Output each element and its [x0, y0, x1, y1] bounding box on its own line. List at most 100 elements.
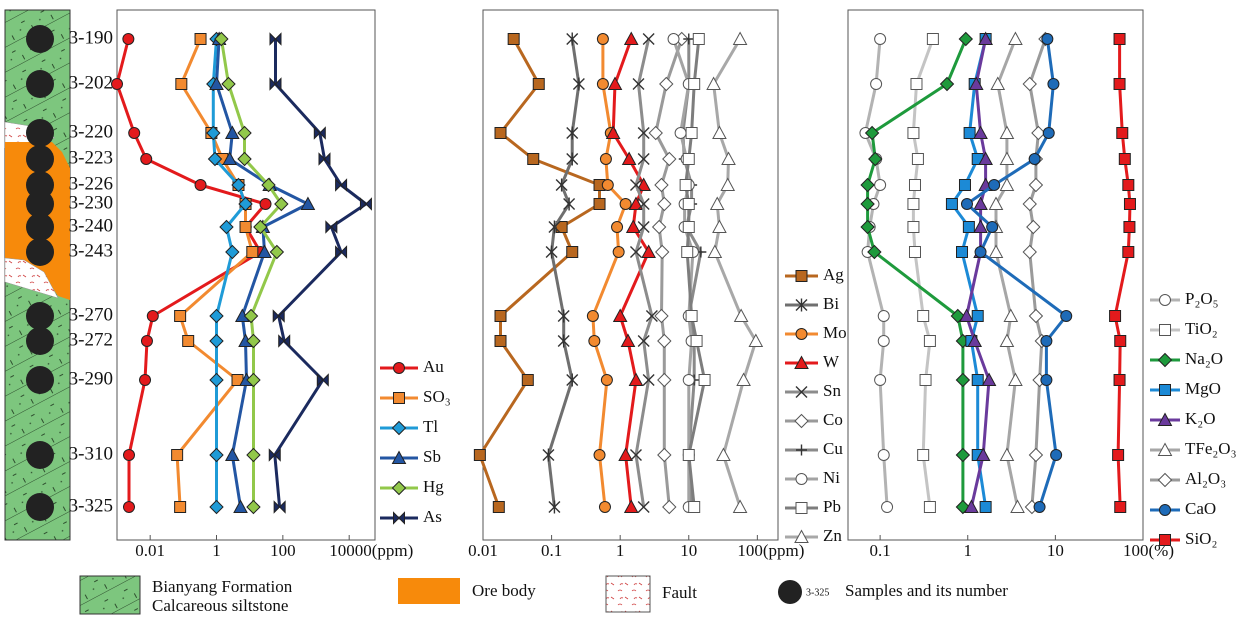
point — [1115, 502, 1126, 513]
point — [597, 34, 608, 45]
point — [734, 501, 747, 513]
point — [1029, 179, 1042, 192]
sample-label: 3-240 — [69, 215, 113, 236]
series-line — [1115, 39, 1130, 507]
point — [495, 336, 506, 347]
point — [878, 450, 889, 461]
point — [693, 34, 704, 45]
point — [983, 374, 996, 386]
point — [927, 34, 938, 45]
legend-label: TFe₂O₃ — [1185, 439, 1237, 458]
x-tick-label: 0.1 — [541, 541, 562, 560]
point — [567, 247, 578, 258]
sample-label: 3-202 — [69, 72, 113, 93]
legend-label: K₂O — [1185, 409, 1215, 428]
x-tick-label: 0.01 — [135, 541, 165, 560]
sample-marker — [26, 302, 54, 330]
x-tick-label: 1 — [963, 541, 972, 560]
point — [123, 34, 134, 45]
point — [240, 222, 251, 233]
plot-frame — [117, 10, 375, 540]
point — [602, 180, 613, 191]
point — [1117, 128, 1128, 139]
point — [226, 449, 239, 461]
point — [878, 311, 889, 322]
point — [129, 128, 140, 139]
point — [658, 449, 671, 462]
sample-label: 3-243 — [69, 240, 113, 261]
key-label: Fault — [662, 583, 697, 602]
point — [918, 311, 929, 322]
series-line — [275, 39, 366, 507]
point — [210, 335, 223, 348]
point — [911, 79, 922, 90]
point — [668, 34, 679, 45]
legend-marker — [1160, 505, 1171, 516]
x-tick-label: 100(ppm) — [737, 541, 804, 560]
key-siltstone — [80, 576, 140, 614]
point — [522, 375, 533, 386]
series-line — [613, 39, 648, 507]
point — [972, 375, 983, 386]
point — [924, 502, 935, 513]
point — [707, 78, 720, 90]
point — [1034, 502, 1045, 513]
point — [972, 311, 983, 322]
sample-marker — [26, 25, 54, 53]
legend-marker — [796, 271, 807, 282]
point — [875, 180, 886, 191]
legend-label: TiO₂ — [1185, 319, 1218, 338]
point — [612, 222, 623, 233]
point — [946, 199, 957, 210]
point — [1009, 374, 1022, 386]
point — [210, 449, 223, 462]
legend-marker — [393, 422, 406, 435]
point — [708, 246, 721, 258]
point — [722, 153, 735, 165]
point — [210, 374, 223, 387]
point — [686, 128, 697, 139]
sample-label: 3-290 — [69, 368, 113, 389]
point — [546, 246, 557, 259]
point — [656, 246, 669, 259]
point — [1000, 153, 1013, 165]
point — [1043, 128, 1054, 139]
point — [918, 450, 929, 461]
series-line — [714, 39, 756, 507]
legend-label: Ni — [823, 468, 840, 487]
legend-label: Au — [423, 357, 444, 376]
point — [567, 127, 578, 140]
point — [613, 247, 624, 258]
legend-label: SO₃ — [423, 387, 451, 406]
legend-marker — [795, 415, 808, 428]
key-label: 3-325 — [806, 587, 829, 598]
legend-label: Bi — [823, 294, 839, 313]
legend-marker — [1160, 325, 1171, 336]
point — [717, 449, 730, 461]
point — [1000, 449, 1013, 461]
point — [956, 449, 969, 462]
sample-label: 3-272 — [69, 329, 113, 350]
sample-marker — [26, 70, 54, 98]
point — [614, 310, 627, 322]
point — [649, 127, 662, 140]
legend-label: MgO — [1185, 379, 1221, 398]
point — [1061, 311, 1072, 322]
point — [597, 79, 608, 90]
point — [683, 154, 694, 165]
point — [1051, 450, 1062, 461]
point — [875, 375, 886, 386]
point — [1124, 222, 1135, 233]
sample-label: 3-270 — [69, 304, 113, 325]
point — [1000, 335, 1013, 347]
point — [123, 450, 134, 461]
point — [663, 153, 676, 166]
point — [878, 336, 889, 347]
point — [175, 502, 186, 513]
point — [558, 310, 569, 323]
point — [141, 154, 152, 165]
point — [909, 180, 920, 191]
point — [1114, 34, 1125, 45]
point — [147, 311, 158, 322]
legend-label: SiO₂ — [1185, 529, 1217, 548]
